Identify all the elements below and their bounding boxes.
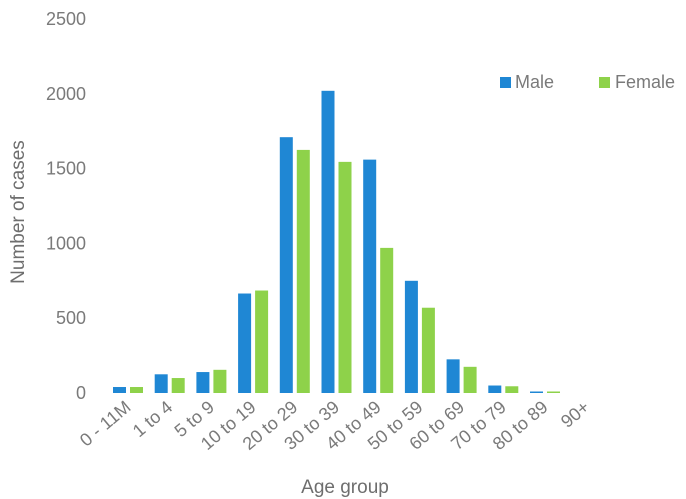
x-tick-label: 90+: [557, 397, 593, 432]
bar-female-6: [380, 247, 394, 393]
bar-female-2: [213, 369, 227, 393]
legend-swatch-male: [500, 77, 511, 88]
bar-male-0: [113, 387, 126, 393]
bar-female-9: [505, 386, 519, 393]
legend-swatch-female: [599, 77, 610, 88]
bar-female-0: [130, 387, 143, 393]
legend: Male Female: [500, 72, 675, 92]
legend-label-female: Female: [615, 72, 675, 92]
y-tick-label: 500: [56, 308, 86, 328]
x-tick-label: 0 - 11M: [76, 397, 135, 451]
bar-female-10: [547, 391, 560, 393]
bar-male-6: [363, 159, 377, 393]
y-tick-label: 2000: [46, 84, 86, 104]
bars: [113, 90, 560, 394]
bar-female-4: [296, 149, 310, 393]
bar-male-10: [530, 391, 543, 393]
bar-male-5: [321, 90, 335, 394]
y-tick-label: 2500: [46, 9, 86, 29]
bar-female-1: [171, 378, 185, 393]
bar-female-7: [421, 307, 435, 393]
y-tick-label: 0: [76, 383, 86, 403]
bar-female-5: [338, 161, 352, 393]
bar-male-1: [154, 374, 168, 393]
bar-female-8: [463, 366, 477, 393]
bar-male-2: [196, 372, 210, 393]
bar-male-7: [404, 280, 418, 393]
bar-male-3: [238, 293, 252, 393]
y-axis-ticks: 0 500 1000 1500 2000 2500: [46, 9, 86, 403]
bar-male-4: [279, 137, 293, 393]
legend-label-male: Male: [515, 72, 554, 92]
y-axis-title: Number of cases: [8, 140, 29, 284]
y-tick-label: 1500: [46, 159, 86, 179]
x-tick-label: 1 to 4: [129, 397, 176, 441]
x-axis-title: Age group: [301, 477, 389, 498]
bar-female-3: [255, 290, 269, 393]
bar-male-8: [446, 359, 460, 393]
y-tick-label: 1000: [46, 233, 86, 253]
bar-male-9: [488, 385, 502, 393]
